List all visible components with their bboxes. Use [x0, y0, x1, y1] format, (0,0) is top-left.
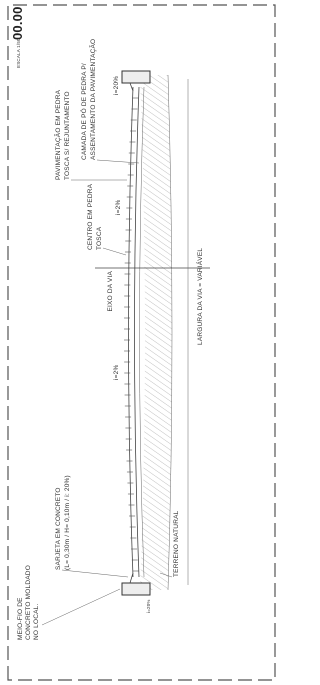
curb-right — [122, 71, 150, 83]
slope-label: i=2% — [115, 200, 122, 215]
ground-label: TERRENO NATURAL — [173, 510, 180, 577]
bedding-label: ASSENTAMENTO DA PAVIMENTAÇÃO — [88, 39, 97, 160]
drawing-scale: ESCALA 1/50 — [16, 38, 21, 68]
bedding-label: CAMADA DE PÓ DE PEDRA P/ — [79, 63, 88, 160]
curb-label: MEIO-FIO DE — [17, 597, 24, 640]
paving-label: TOSCA S/ REJUNTAMENTO — [64, 91, 71, 180]
drawing-title: 00.00 — [10, 6, 25, 40]
gutter-label: (L= 0,30m / H= 0,10m / i: 20%) — [64, 475, 71, 570]
curb-label: CONCRETO MOLDADO — [25, 565, 32, 640]
axis-label: EIXO DA VIA — [107, 271, 114, 312]
curb-left — [122, 583, 150, 595]
leader — [103, 248, 126, 255]
center-label: CENTRO EM PEDRA — [87, 183, 94, 250]
center-label: TOSCA — [96, 226, 103, 250]
slope-label: i=20% — [146, 599, 151, 613]
gutter-label: SARJETA EM CONCRETO — [55, 487, 62, 570]
paving-label: PAVIMENTAÇÃO EM PEDRA — [53, 89, 62, 180]
curb-label: NO LOCAL. — [33, 604, 40, 640]
pavement-bottom — [135, 87, 140, 577]
rotated-drawing: 00.00 ESCALA 1/50 EIXO DA VIA LARGURA DA… — [8, 5, 275, 680]
slope-label: i=20% — [113, 76, 120, 95]
ground-hatch — [140, 75, 172, 590]
leader — [62, 570, 128, 577]
pavement-top — [129, 87, 134, 577]
leader — [97, 160, 139, 163]
width-label: LARGURA DA VIA = VARIÁVEL — [195, 248, 204, 345]
leader — [42, 589, 120, 625]
slope-label: i=2% — [113, 365, 120, 380]
drawing-sheet: 00.00 ESCALA 1/50 EIXO DA VIA LARGURA DA… — [0, 0, 284, 685]
